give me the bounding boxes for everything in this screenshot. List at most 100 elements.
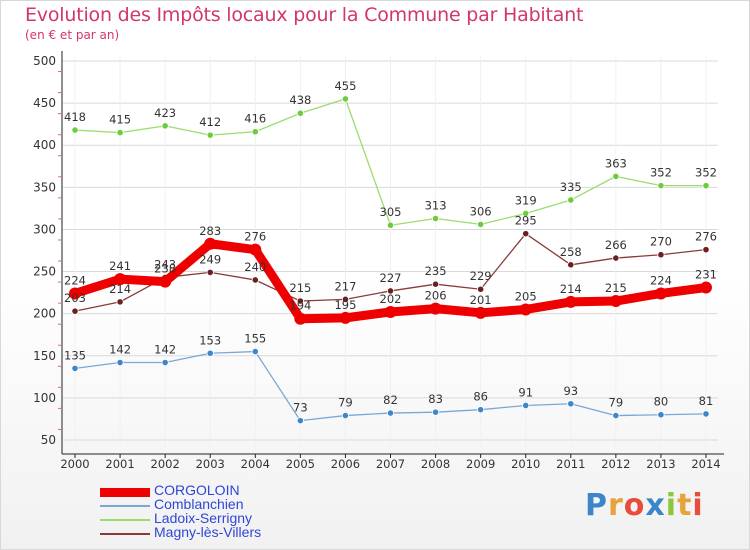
data-point [69, 287, 81, 300]
data-point [71, 364, 79, 373]
data-label: 295 [515, 214, 537, 228]
logo-letter: i [665, 488, 678, 523]
data-label: 217 [334, 279, 356, 293]
data-label: 79 [338, 396, 353, 410]
data-label: 206 [425, 289, 447, 303]
x-tick-label: 2014 [691, 457, 720, 471]
x-tick-label: 2006 [331, 457, 360, 471]
data-label: 86 [473, 390, 488, 404]
data-point [249, 243, 262, 256]
data-label: 155 [244, 332, 266, 346]
data-point [567, 261, 575, 269]
data-point [564, 295, 577, 308]
data-label: 270 [650, 235, 672, 249]
data-label: 73 [293, 401, 308, 415]
x-tick-label: 2011 [556, 457, 585, 471]
data-point [609, 295, 622, 308]
data-label: 224 [64, 273, 86, 287]
data-label: 203 [64, 291, 86, 305]
data-point [161, 358, 169, 367]
data-label: 276 [695, 230, 717, 244]
data-point [339, 311, 352, 324]
data-point [71, 126, 79, 134]
data-point [116, 128, 124, 137]
data-point [477, 406, 485, 414]
data-label: 412 [199, 115, 221, 129]
logo-letter: x [645, 488, 666, 523]
y-tick-label: 250 [33, 265, 56, 279]
x-tick-label: 2007 [376, 457, 405, 471]
data-point [161, 122, 169, 130]
data-label: 415 [109, 113, 131, 127]
data-label: 142 [154, 343, 176, 357]
data-point [657, 251, 665, 259]
data-label: 227 [380, 271, 402, 285]
data-point [567, 196, 575, 204]
data-point [296, 417, 304, 425]
legend-label-magny-les-villers: Magny-lès-Villers [154, 524, 262, 540]
x-tick-label: 2009 [466, 457, 495, 471]
data-point [477, 285, 485, 293]
data-label: 142 [109, 343, 131, 357]
y-tick-label: 150 [33, 349, 56, 363]
data-label: 438 [289, 93, 311, 107]
data-label: 201 [470, 293, 492, 307]
y-tick-label: 450 [33, 96, 56, 110]
x-tick-label: 2010 [511, 457, 540, 471]
data-label: 135 [64, 348, 86, 362]
data-label: 93 [563, 384, 578, 398]
data-point [206, 131, 214, 139]
x-tick-label: 2012 [601, 457, 630, 471]
legend-swatch-corgoloin [100, 488, 150, 497]
y-tick-label: 200 [33, 307, 56, 321]
proxiti-logo: Proxiti [585, 488, 704, 523]
data-point [296, 297, 304, 305]
data-label: 423 [154, 106, 176, 120]
logo-letter: o [623, 488, 646, 523]
x-tick-label: 2008 [421, 457, 450, 471]
data-label: 319 [515, 193, 537, 207]
x-tick-label: 2001 [105, 457, 134, 471]
data-label: 266 [605, 238, 627, 252]
data-label: 455 [334, 79, 356, 93]
data-label: 240 [244, 260, 266, 274]
legend-label-ladoix-serrigny: Ladoix-Serrigny [154, 510, 253, 526]
logo-letter: P [585, 488, 608, 523]
legend-label-comblanchien: Comblanchien [154, 496, 244, 512]
data-point [294, 312, 307, 325]
x-tick-label: 2013 [646, 457, 675, 471]
data-label: 231 [695, 268, 717, 282]
data-label: 214 [109, 282, 131, 296]
data-point [206, 349, 214, 357]
x-tick-label: 2005 [286, 457, 315, 471]
data-point [341, 95, 350, 103]
x-tick-label: 2004 [241, 457, 270, 471]
data-label: 352 [650, 166, 672, 180]
data-point [429, 302, 442, 315]
data-point [116, 358, 124, 367]
data-label: 313 [425, 198, 447, 212]
data-point [567, 400, 575, 408]
logo-letter: i [692, 488, 704, 523]
data-label: 214 [560, 282, 582, 296]
data-label: 224 [650, 273, 672, 287]
data-point [657, 411, 665, 419]
data-point [519, 303, 532, 316]
data-point [702, 410, 710, 418]
data-label: 238 [154, 262, 176, 276]
y-tick-label: 100 [33, 391, 56, 405]
y-tick-label: 350 [33, 180, 56, 194]
data-point [386, 221, 395, 229]
data-point [657, 182, 665, 190]
data-point [386, 287, 395, 295]
data-point [71, 307, 79, 315]
data-label: 194 [289, 299, 311, 313]
data-point [522, 209, 530, 218]
data-label: 352 [695, 166, 717, 180]
logo-letter: r [608, 488, 624, 523]
legend-swatch-comblanchien [100, 505, 150, 507]
data-label: 153 [199, 333, 221, 347]
legend-label-corgoloin: CORGOLOIN [154, 482, 240, 498]
chart-subtitle: (en € et par an) [25, 28, 120, 42]
